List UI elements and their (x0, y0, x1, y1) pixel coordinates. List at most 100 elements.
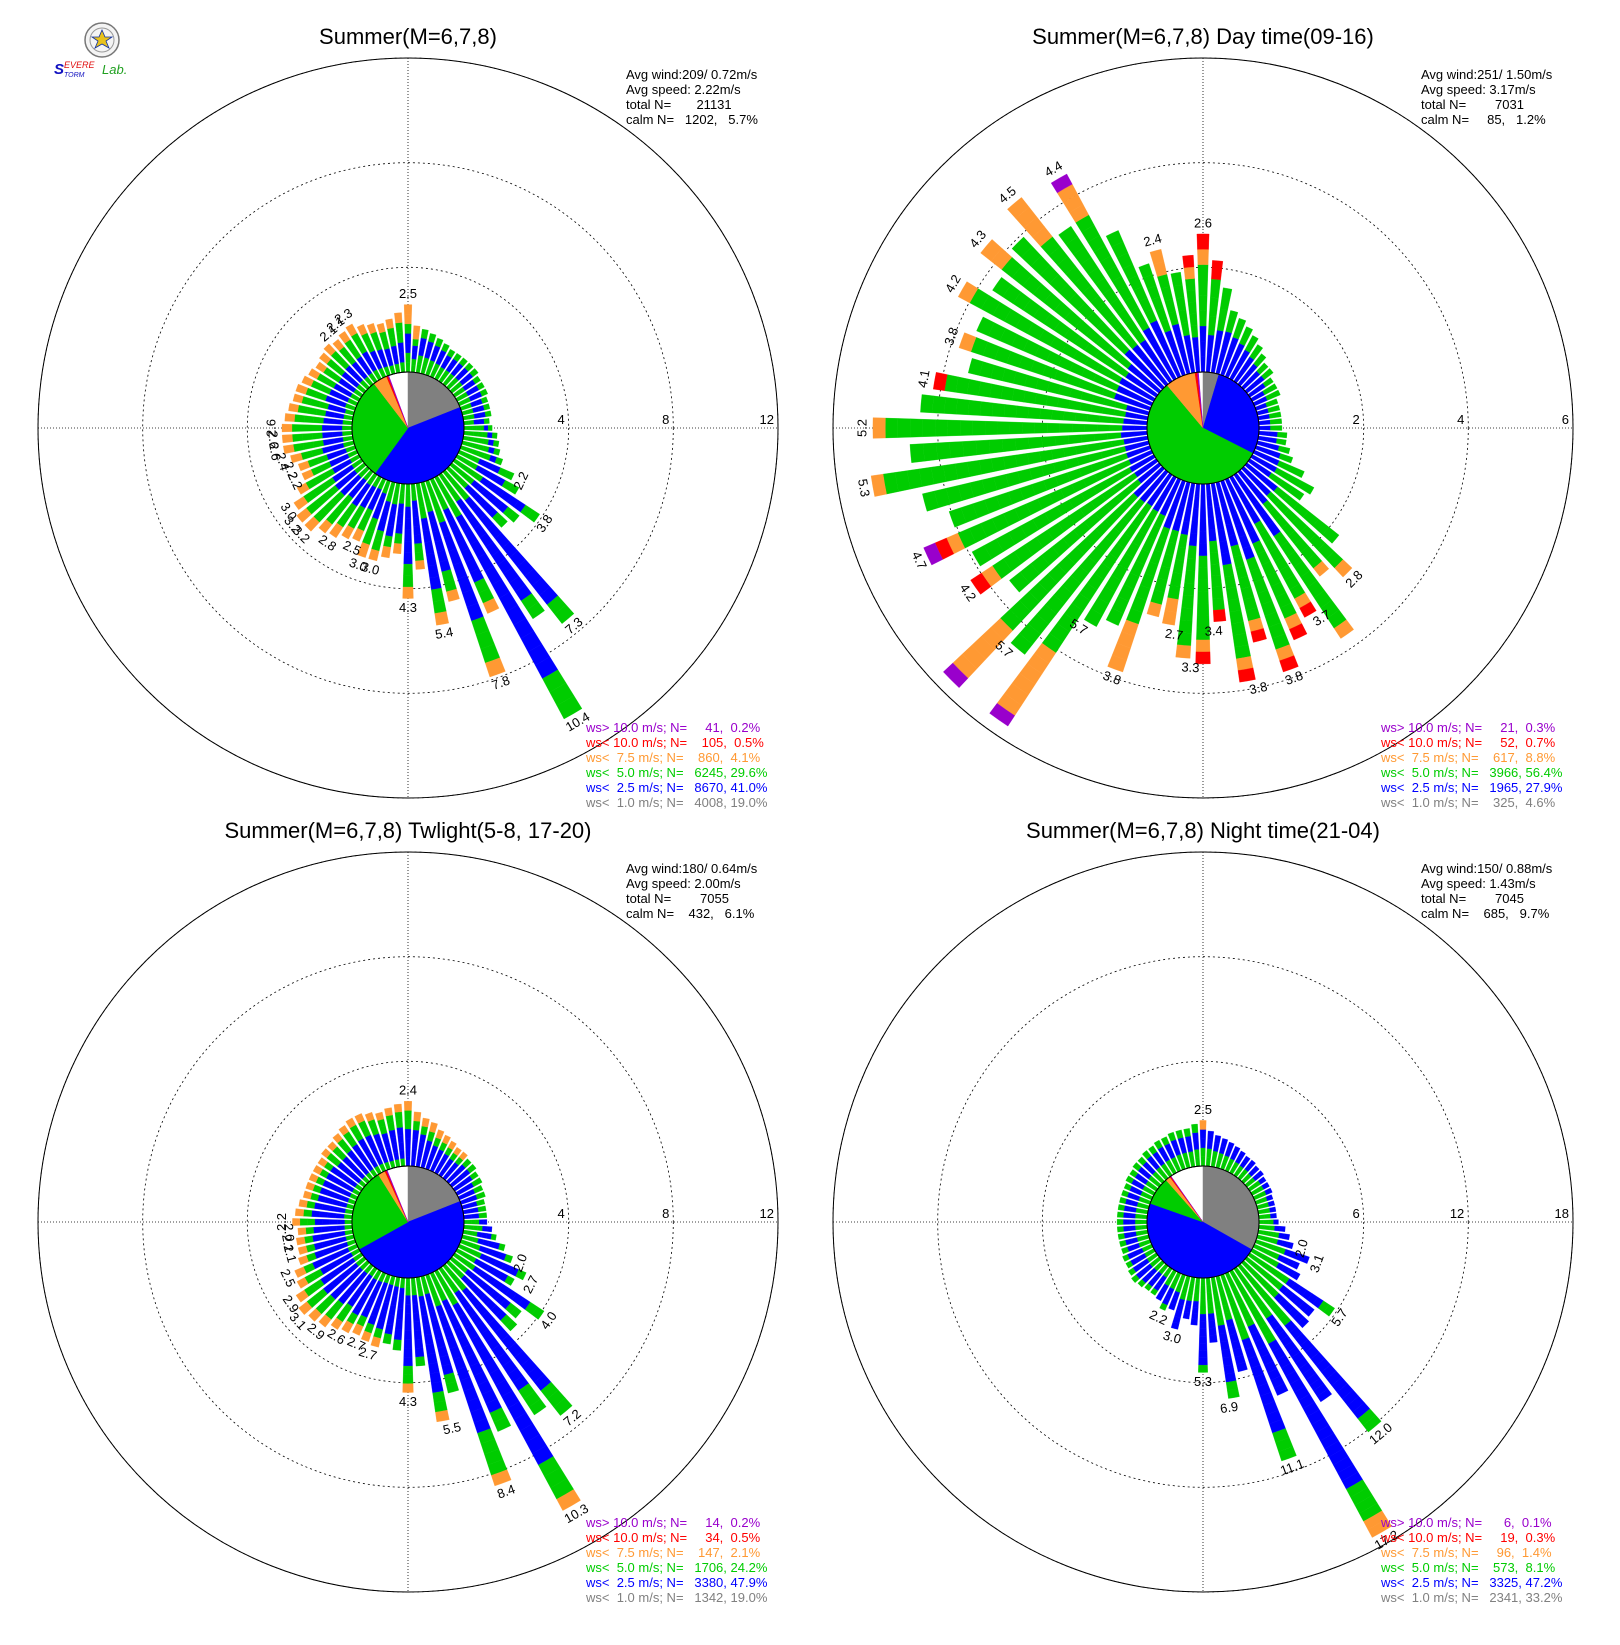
bar-segment (313, 1242, 324, 1251)
bar-segment (1213, 1292, 1220, 1302)
bar-segment (296, 1236, 306, 1246)
direction-bar (283, 435, 354, 454)
direction-bar (282, 430, 353, 444)
bar-segment (1186, 495, 1194, 510)
bar-segment (344, 1229, 354, 1236)
bar-segment (405, 1138, 411, 1148)
bar-segment (1232, 318, 1247, 340)
bar-segment (463, 1214, 472, 1220)
direction-bar (1241, 362, 1269, 390)
direction-bar (1256, 1200, 1275, 1210)
bar-value-label: 3.8 (941, 325, 961, 347)
bar-segment (1278, 1446, 1297, 1462)
bar-segment (331, 431, 343, 438)
bar-segment (398, 493, 405, 505)
direction-bar (1167, 1131, 1186, 1171)
direction-bar (1160, 1136, 1182, 1173)
speed-distribution-pie (1146, 371, 1260, 485)
bar-segment (1265, 398, 1279, 408)
bar-segment (1173, 284, 1185, 299)
bar-segment (1257, 414, 1270, 421)
direction-bar (461, 1199, 486, 1210)
bar-segment (487, 425, 493, 431)
bar-segment (405, 1277, 411, 1287)
bar-segment (297, 1245, 308, 1255)
bar-segment (392, 1339, 402, 1351)
bar-segment (1080, 391, 1095, 403)
bar-segment (1199, 507, 1207, 521)
bar-segment (508, 483, 520, 495)
bar-value-label: 2.2 (1147, 1307, 1170, 1328)
bar-value-label: 4.7 (909, 549, 930, 572)
bar-segment (1120, 431, 1135, 438)
direction-bar (1233, 1266, 1332, 1403)
bar-segment (475, 1219, 480, 1225)
bar-segment (335, 406, 347, 414)
bar-value-label: 2.5 (1194, 1102, 1212, 1117)
speed-ring (246, 1060, 570, 1384)
bar-value-label: 2.7 (357, 1344, 379, 1364)
bar-segment (318, 1314, 332, 1328)
direction-bar (1256, 405, 1281, 416)
direction-bar (294, 1243, 359, 1278)
bar-segment (362, 529, 374, 546)
bar-segment (1183, 1281, 1190, 1289)
direction-bar (415, 328, 429, 374)
stats-line: Avg speed: 2.00m/s (626, 876, 741, 891)
bar-segment (1167, 1131, 1177, 1142)
logo-word-storm: TORM (64, 72, 85, 79)
direction-bar (1150, 1266, 1173, 1296)
stats-line: total N= 7055 (626, 891, 729, 906)
bar-segment (461, 1203, 471, 1210)
direction-bar (442, 1151, 468, 1181)
direction-bar (1116, 1219, 1148, 1225)
direction-bar (323, 343, 370, 390)
bar-segment (311, 1210, 321, 1218)
bar-value-label: 3.8 (1101, 668, 1123, 688)
bar-segment (388, 1304, 397, 1316)
bar-segment (1191, 1123, 1199, 1134)
direction-bar (345, 1117, 382, 1175)
bar-segment (920, 394, 934, 414)
bar-segment (992, 277, 1012, 298)
direction-bar (296, 454, 361, 495)
bar-segment (314, 1218, 323, 1226)
bar-value-label: 7.8 (490, 673, 512, 693)
bar-segment (329, 1205, 339, 1212)
bar-segment (1103, 398, 1117, 408)
direction-bar (298, 1199, 354, 1215)
bar-segment (1207, 506, 1214, 519)
bar-segment (1011, 236, 1033, 258)
bar-segment (424, 349, 432, 359)
legend-entry: ws< 1.0 m/s; N= 1342, 19.0% (585, 1590, 768, 1605)
bar-segment (1117, 1211, 1124, 1218)
direction-bar (319, 352, 367, 394)
bar-segment (1170, 571, 1183, 587)
bar-segment (1219, 1289, 1226, 1299)
bar-segment (1179, 1144, 1187, 1154)
bar-segment (1194, 483, 1201, 497)
direction-bar (463, 1219, 488, 1225)
direction-bar (384, 1107, 401, 1168)
bar-segment (390, 345, 398, 356)
bar-segment (492, 440, 500, 447)
direction-bar (420, 1275, 459, 1394)
bar-value-label: 4.3 (399, 1394, 417, 1409)
bar-segment (1129, 1213, 1136, 1219)
bar-segment (1116, 1219, 1124, 1225)
panel-title: Summer(M=6,7,8) (319, 24, 497, 49)
bar-segment (1123, 1225, 1130, 1232)
bar-segment (441, 343, 450, 353)
bar-segment (469, 368, 479, 378)
bar-segment (1279, 655, 1299, 673)
bar-segment (1273, 1382, 1289, 1396)
bar-segment (298, 460, 311, 472)
bar-segment (338, 1201, 348, 1208)
bar-segment (909, 443, 925, 463)
bar-segment (976, 316, 995, 337)
ring-tick-label: 4 (557, 1206, 564, 1221)
bar-segment (388, 336, 397, 347)
bar-segment (1124, 411, 1138, 419)
bar-segment (428, 1362, 440, 1374)
direction-bar (1105, 230, 1182, 379)
